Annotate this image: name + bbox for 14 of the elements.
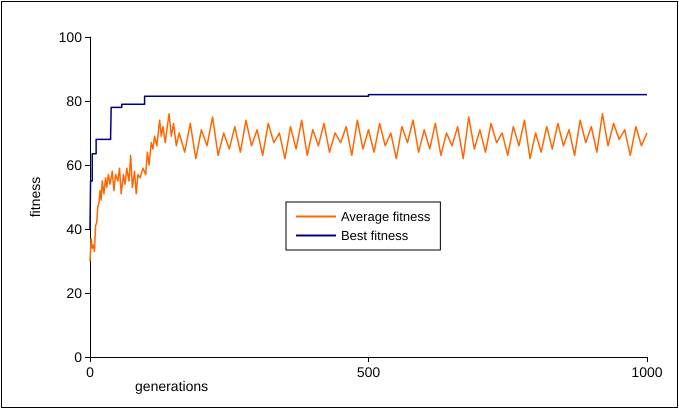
x-axis-title: generations (135, 378, 208, 394)
legend-label: Average fitness (341, 209, 431, 224)
line-series (89, 113, 648, 262)
y-tick-label: 40 (66, 221, 82, 237)
y-tick-label: 60 (66, 157, 82, 173)
y-tick-label: 20 (66, 285, 82, 301)
y-axis-title: fitness (27, 176, 43, 218)
y-tick-label: 0 (74, 349, 82, 365)
legend-label: Best fitness (341, 228, 409, 243)
x-tick-label: 0 (86, 364, 94, 380)
x-tick-label: 500 (356, 364, 380, 380)
y-tick-label: 80 (66, 93, 82, 109)
x-tick-label: 1000 (631, 364, 663, 380)
y-tick-label: 100 (58, 29, 82, 45)
